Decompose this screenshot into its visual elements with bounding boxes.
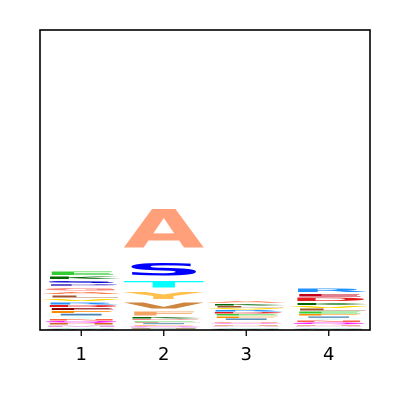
logo-letter: T (206, 320, 287, 321)
logo-letter: L (41, 295, 122, 298)
logo-letter: F (288, 314, 369, 316)
logo-letter: E (206, 314, 287, 316)
logo-letter: M (41, 325, 122, 327)
logo-letter: R (206, 310, 287, 312)
logo-letter: H (123, 328, 204, 329)
logo-letter: T (41, 316, 122, 319)
logo-letter: F (123, 324, 204, 325)
logo-letter: I (206, 318, 287, 320)
logo-letter: N (288, 320, 369, 322)
logo-letter: K (206, 304, 287, 306)
logo-letter: Y (123, 290, 205, 302)
logo-letter: H (288, 324, 369, 325)
logo-letter: F (123, 311, 204, 317)
logo-letter: I (288, 316, 369, 318)
logo-letter: K (288, 302, 369, 305)
logo-letter: D (123, 319, 204, 320)
logo-letter: D (206, 312, 287, 314)
logo-letter: L (123, 322, 204, 323)
logo-letter: V (288, 306, 369, 309)
logo-letter: E (288, 293, 369, 297)
logo-letter: Q (123, 326, 204, 327)
logo-letter: A (206, 301, 287, 304)
logo-letter: S (123, 260, 204, 279)
logo-letter: N (206, 322, 287, 323)
logo-letter: C (288, 327, 369, 328)
logo-letter: R (288, 288, 369, 293)
logo-letter: V (123, 302, 204, 311)
logo-letter: Q (288, 322, 369, 324)
logo-letter: M (288, 326, 369, 327)
logo-letter: I (123, 323, 204, 324)
letter-stacks: WCMHQNTIFEDRVLAGPSKEWCHMQFILEDKFVYTSAWCM… (41, 199, 369, 330)
logo-letter: L (288, 309, 369, 312)
logo-letter: R (41, 302, 122, 305)
logo-letter: C (206, 327, 287, 328)
x-axis: 1 2 3 4 (76, 330, 334, 365)
logo-letter: E (41, 271, 122, 276)
logo-letter: M (123, 327, 204, 328)
logo-letter: V (41, 298, 122, 301)
x-tick-label: 3 (241, 344, 252, 365)
logo-letter: F (41, 311, 122, 314)
logo-letter: N (41, 319, 122, 321)
logo-letter: E (41, 308, 122, 311)
logo-letter: K (41, 276, 122, 280)
logo-letter: Q (206, 323, 287, 324)
logo-letter: T (123, 279, 204, 289)
logo-letter: H (206, 324, 287, 325)
logo-letter: A (41, 291, 122, 294)
logo-letter: P (41, 284, 122, 287)
plot-frame (39, 29, 371, 331)
logo-letter: Q (41, 321, 122, 323)
logo-letter: K (123, 317, 204, 319)
logo-letter: S (41, 280, 122, 283)
logo-letter: C (41, 327, 122, 328)
logo-letter: D (41, 305, 122, 308)
x-tick-label: 4 (323, 344, 334, 365)
logo-letter: C (123, 329, 204, 330)
logo-letter: T (288, 318, 369, 320)
logo-letter: G (41, 287, 122, 291)
logo-letter: L (206, 306, 287, 308)
logo-letter: F (206, 316, 287, 318)
logo-letter: A (123, 199, 204, 260)
logo-letter: I (41, 313, 122, 316)
logo-letter: V (206, 308, 287, 310)
logo-letter: H (41, 323, 122, 325)
logo-letter: E (288, 311, 369, 314)
logo-letter: D (288, 297, 369, 302)
logo-letter: E (123, 320, 204, 321)
x-tick-label: 2 (158, 344, 169, 365)
logo-letter: M (206, 326, 287, 327)
x-tick-label: 1 (76, 344, 87, 365)
